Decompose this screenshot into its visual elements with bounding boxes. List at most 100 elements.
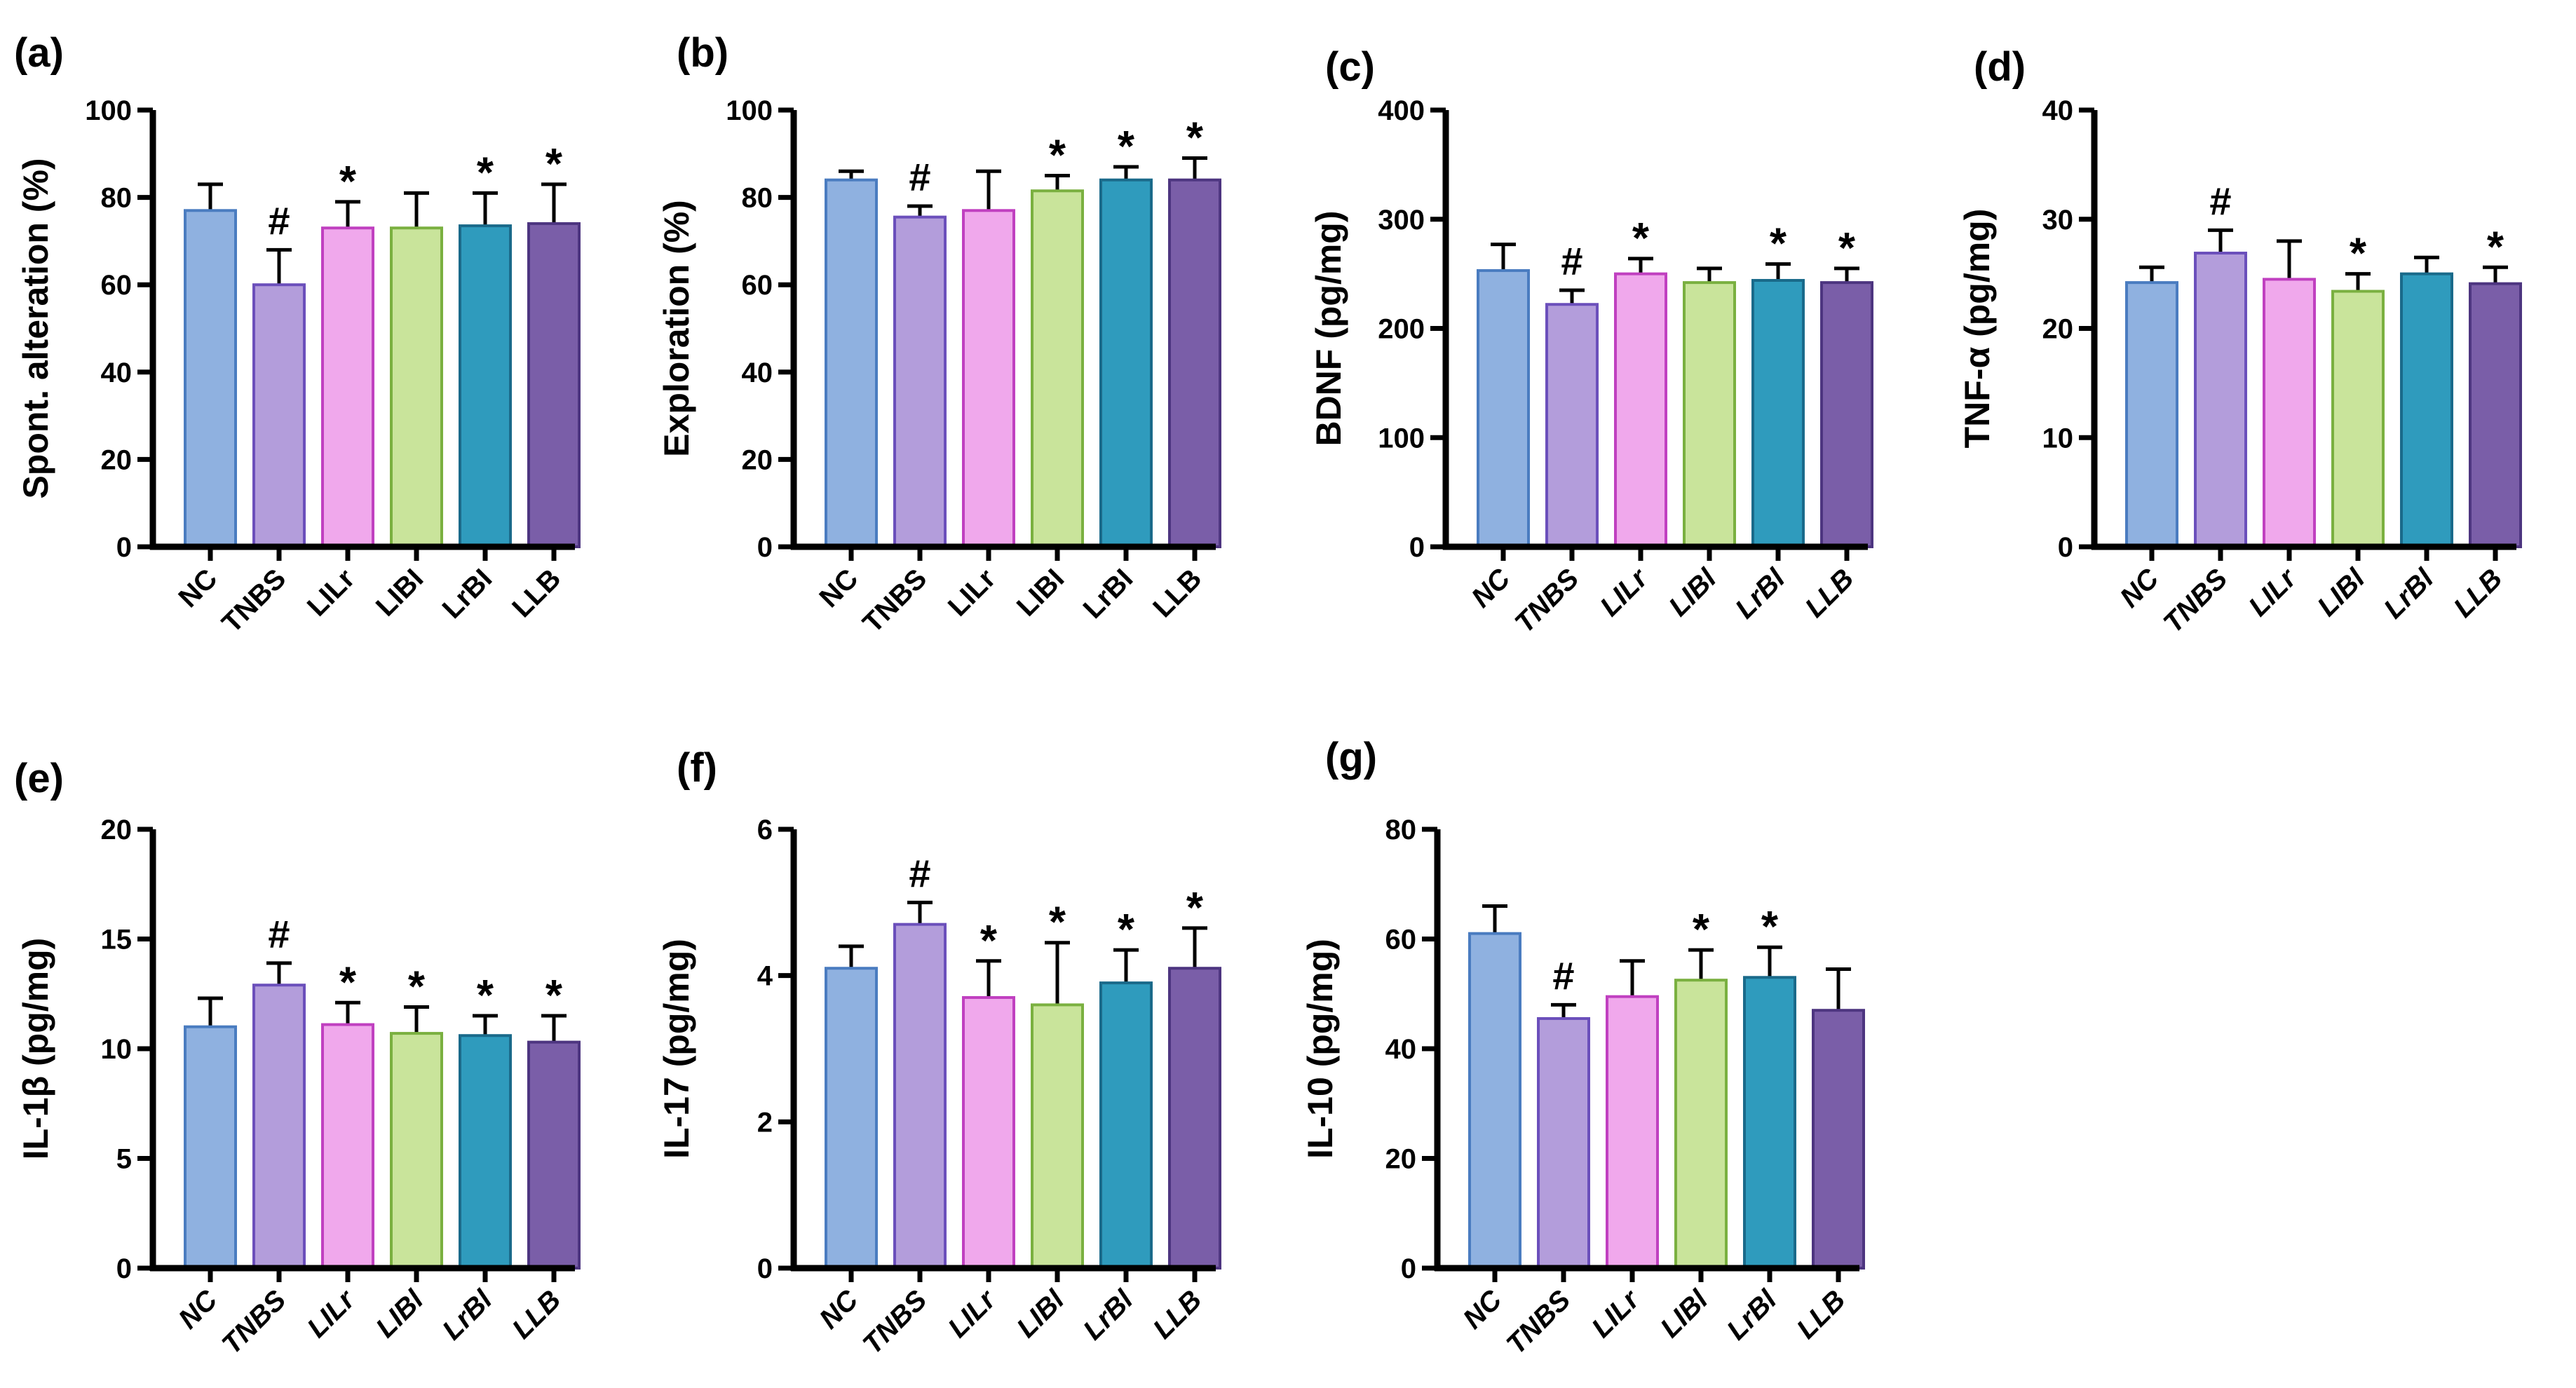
- y-tick-label: 0: [757, 532, 773, 563]
- y-tick-label: 20: [1385, 1144, 1417, 1175]
- y-tick-label: 60: [1385, 925, 1417, 955]
- significance-star: *: [1118, 906, 1135, 954]
- bar-TNBS: [2194, 252, 2247, 548]
- significance-star: *: [1118, 123, 1135, 171]
- x-tick-label: LLB: [1791, 1284, 1851, 1345]
- bar-LLB: [1168, 178, 1221, 548]
- bar-LIBl: [1031, 189, 1084, 548]
- significance-hash: #: [909, 155, 930, 199]
- y-tick-label: 20: [2042, 314, 2074, 345]
- bar-TNBS: [252, 984, 306, 1270]
- bar-LIBl: [2331, 290, 2385, 548]
- bar-NC: [1477, 268, 1530, 548]
- bar-LLB: [2469, 282, 2522, 548]
- bar-LLB: [527, 222, 581, 548]
- significance-star: *: [2487, 223, 2504, 271]
- significance-star: *: [980, 917, 998, 965]
- bar-NC: [184, 1025, 237, 1270]
- x-tick-label: TNBS: [216, 563, 292, 639]
- significance-hash: #: [909, 851, 930, 895]
- x-tick-label: LLB: [506, 563, 567, 623]
- y-tick-label: 0: [757, 1253, 773, 1284]
- bar-LrBl: [459, 224, 512, 548]
- bar-LIBl: [390, 1032, 443, 1270]
- bar-TNBS: [252, 283, 306, 548]
- y-tick-label: 300: [1378, 205, 1425, 236]
- bar-LILr: [321, 1023, 374, 1270]
- bar-LIBl: [390, 226, 443, 548]
- bar-LrBl: [1099, 178, 1153, 548]
- bar-LILr: [1606, 995, 1659, 1270]
- x-tick-label: NC: [1465, 562, 1517, 613]
- x-tick-label: TNBS: [1500, 1284, 1576, 1360]
- panel-label: (b): [677, 30, 728, 76]
- y-tick-label: 80: [1385, 815, 1417, 845]
- x-tick-label: LIBl: [2312, 563, 2371, 622]
- chart-panel-e: (e) IL-1β (pg/mg) NC # TNBS * LILr * LIBl * LrBl * L…: [14, 756, 581, 1360]
- x-tick-label: NC: [813, 563, 864, 613]
- x-tick-label: LILr: [942, 1284, 1003, 1344]
- panel-label: (d): [1974, 44, 2026, 90]
- x-tick-label: LrBl: [1078, 1284, 1139, 1346]
- bar-NC: [1468, 932, 1521, 1270]
- significance-star: *: [1770, 220, 1787, 268]
- x-tick-label: TNBS: [857, 563, 933, 639]
- y-axis-label: IL-17 (pg/mg): [657, 939, 696, 1159]
- panel-label: (a): [14, 30, 64, 76]
- x-tick-label: LrBl: [1730, 563, 1791, 625]
- panel-label: (e): [14, 756, 64, 801]
- x-tick-label: LIBl: [370, 1284, 430, 1344]
- significance-star: *: [2350, 230, 2367, 278]
- bar-NC: [825, 178, 878, 548]
- bar-LrBl: [1099, 981, 1153, 1270]
- x-tick-label: LILr: [942, 563, 1002, 622]
- bar-TNBS: [893, 923, 947, 1270]
- bar-LrBl: [2400, 272, 2453, 548]
- y-tick-label: 40: [742, 358, 773, 388]
- chart-panel-d: (d) TNF-α (pg/mg) NC # TNBS LILr * LIBl LrBl * LLB…: [1958, 44, 2522, 639]
- significance-star: *: [1838, 224, 1856, 273]
- y-tick-label: 40: [2042, 95, 2074, 126]
- bar-LIBl: [1674, 979, 1728, 1270]
- bar-NC: [2125, 281, 2178, 548]
- significance-star: *: [339, 958, 357, 1007]
- y-tick-label: 40: [1385, 1034, 1417, 1065]
- y-tick-label: 0: [1401, 1253, 1416, 1284]
- x-tick-label: LrBI: [1078, 563, 1139, 625]
- x-tick-label: TNBS: [1509, 563, 1585, 639]
- y-tick-label: 400: [1378, 95, 1425, 126]
- bar-LrBl: [459, 1034, 512, 1270]
- significance-hash: #: [268, 198, 290, 243]
- significance-star: *: [1186, 114, 1204, 163]
- bar-TNBS: [1545, 303, 1599, 548]
- y-tick-label: 20: [101, 444, 133, 475]
- significance-star: *: [477, 149, 494, 197]
- chart-panel-a: (a) Spont. alteration (%) NC # TNBS * LILr LIBI…: [14, 30, 581, 639]
- y-tick-label: 60: [742, 270, 773, 301]
- significance-star: *: [1186, 884, 1204, 932]
- bar-LrBl: [1751, 278, 1805, 548]
- y-tick-label: 0: [116, 532, 132, 563]
- x-tick-label: LLB: [1147, 563, 1207, 623]
- panel-label: (f): [677, 745, 717, 791]
- bar-LILr: [321, 226, 374, 548]
- y-tick-label: 40: [101, 358, 133, 388]
- x-tick-label: NC: [172, 563, 223, 613]
- y-tick-label: 80: [742, 183, 773, 214]
- x-tick-label: LILr: [301, 1284, 362, 1344]
- y-axis-label: Exploration (%): [657, 200, 696, 457]
- y-tick-label: 200: [1378, 314, 1425, 345]
- significance-star: *: [339, 158, 357, 206]
- y-tick-label: 15: [101, 925, 133, 955]
- chart-panel-f: (f) IL-17 (pg/mg) NC # TNBS * LILr * LIBl * LrBl * L…: [657, 745, 1221, 1360]
- bar-LrBl: [1743, 976, 1796, 1270]
- significance-star: *: [545, 140, 563, 189]
- x-tick-label: NC: [172, 1284, 224, 1335]
- x-tick-label: LILr: [1586, 1284, 1646, 1344]
- x-tick-label: NC: [2114, 562, 2165, 613]
- significance-star: *: [408, 963, 426, 1012]
- y-tick-label: 20: [101, 815, 133, 845]
- panel-label: (c): [1325, 44, 1375, 90]
- y-tick-label: 2: [757, 1107, 773, 1138]
- y-tick-label: 4: [757, 961, 773, 992]
